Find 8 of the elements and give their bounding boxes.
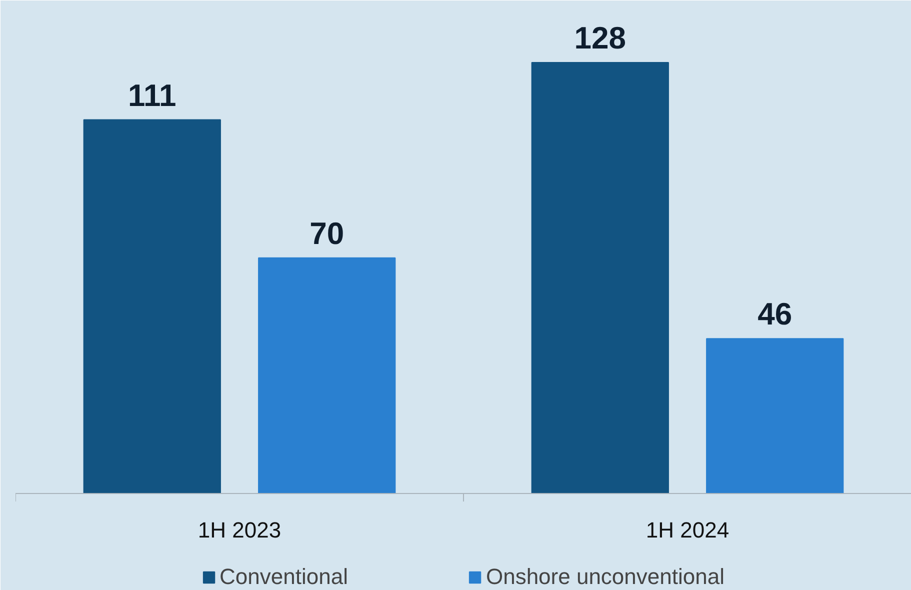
x-tick-label: 1H 2024 (646, 518, 730, 543)
legend-label: Onshore unconventional (486, 564, 724, 590)
data-label: 46 (758, 296, 792, 332)
data-label: 128 (574, 20, 626, 56)
data-label: 70 (310, 216, 344, 251)
legend-label: Conventional (220, 564, 348, 590)
x-tick-label: 1H 2023 (198, 518, 282, 543)
data-label: 111 (128, 78, 176, 113)
